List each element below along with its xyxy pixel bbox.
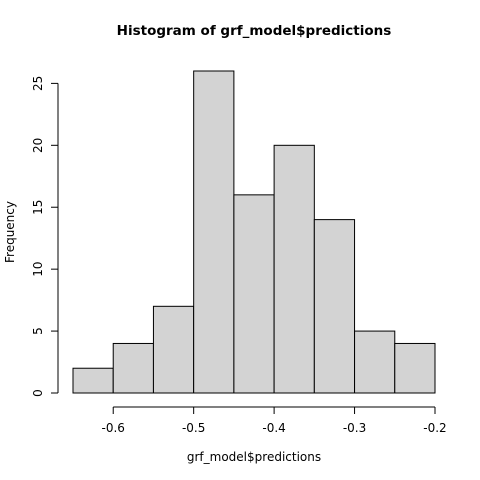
y-tick-label-5: 20 [31, 138, 45, 153]
x-axis: -0.6 -0.5 -0.4 -0.3 -0.2 [102, 406, 447, 435]
histogram-bar-8 [354, 330, 396, 394]
x-axis-label: grf_model$predictions [187, 450, 321, 464]
chart-title: Histogram of grf_model$predictions [117, 23, 392, 39]
x-tick-label-3: -0.4 [262, 421, 285, 435]
histogram-bar-3 [152, 305, 195, 394]
x-tick-label-2: -0.5 [182, 421, 205, 435]
y-axis: 0 5 10 15 20 25 [31, 76, 59, 397]
y-tick-label-4: 15 [31, 200, 45, 215]
histogram-bar-7 [313, 219, 356, 394]
histogram-bar-1 [72, 367, 114, 394]
y-tick-label-2: 5 [31, 327, 45, 335]
histogram-bar-9 [394, 342, 436, 394]
y-axis-label: Frequency [3, 201, 17, 263]
histogram-bar-5 [233, 194, 275, 394]
bars-group [72, 70, 436, 394]
x-tick-label-1: -0.6 [102, 421, 125, 435]
x-tick-label-4: -0.3 [343, 421, 366, 435]
histogram-bar-4 [193, 70, 235, 394]
histogram-bar-2 [112, 342, 154, 394]
y-tick-label-1: 0 [31, 389, 45, 397]
y-tick-label-6: 25 [31, 76, 45, 91]
y-tick-label-3: 10 [31, 262, 45, 277]
x-tick-label-5: -0.2 [423, 421, 446, 435]
histogram-bar-6 [273, 144, 315, 394]
